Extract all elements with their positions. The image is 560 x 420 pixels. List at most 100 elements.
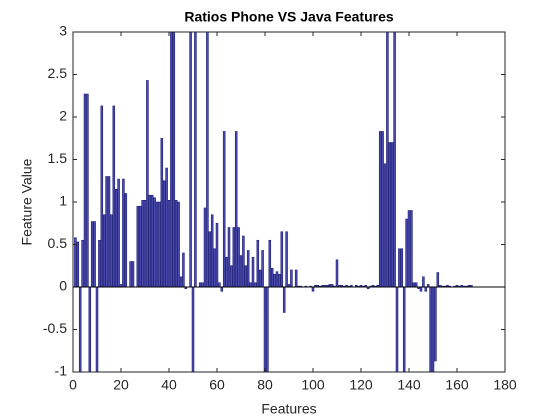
bar: [114, 188, 118, 288]
bar: [246, 250, 250, 288]
bar: [436, 272, 440, 288]
bar: [390, 142, 394, 288]
bar: [407, 210, 411, 288]
bar: [206, 32, 209, 288]
bar: [261, 250, 264, 288]
bar: [383, 163, 387, 288]
bar: [419, 286, 423, 292]
bar: [150, 194, 154, 288]
bar: [153, 197, 156, 288]
bar: [388, 142, 392, 288]
bar: [410, 210, 413, 288]
bar: [218, 282, 221, 288]
bar: [138, 205, 142, 288]
bar: [93, 221, 96, 288]
bar: [213, 248, 216, 288]
bar: [129, 261, 132, 288]
bar: [227, 227, 231, 288]
bar: [381, 131, 384, 288]
bar: [131, 261, 135, 288]
bar: [170, 32, 173, 288]
bar: [194, 32, 197, 288]
y-tick-label: 3: [59, 23, 67, 39]
bar: [98, 239, 101, 288]
bar: [90, 221, 94, 288]
bar: [83, 93, 87, 288]
bar: [160, 137, 164, 288]
bar: [424, 286, 428, 292]
bar: [237, 227, 240, 288]
bar: [136, 205, 140, 288]
bar: [273, 273, 276, 288]
bar: [282, 286, 286, 313]
bar: [182, 252, 185, 288]
plot-area: [73, 32, 505, 372]
bar: [335, 259, 339, 288]
bar: [230, 265, 233, 288]
bar: [112, 105, 116, 288]
x-tick-label: 40: [161, 377, 177, 393]
x-tick-label: 20: [113, 377, 129, 393]
bar: [270, 267, 274, 288]
bar: [400, 248, 404, 288]
bar: [158, 201, 161, 288]
bar: [232, 227, 236, 288]
bar: [146, 80, 149, 288]
bar: [254, 282, 257, 288]
bar: [81, 239, 84, 288]
bar: [386, 32, 389, 288]
bar: [107, 176, 111, 288]
y-tick-label: -1: [55, 363, 68, 379]
y-tick-label: 2.5: [48, 65, 68, 81]
bar: [174, 200, 178, 288]
x-tick-label: 100: [301, 377, 325, 393]
bar: [110, 214, 113, 288]
bar: [290, 269, 293, 288]
bar: [422, 276, 425, 288]
bar: [275, 271, 279, 288]
bar: [225, 256, 228, 288]
bar: [148, 194, 152, 288]
bar: [434, 286, 437, 362]
bar: [280, 231, 284, 288]
bar: [141, 200, 144, 288]
bar: [268, 239, 272, 288]
x-tick-label: 120: [349, 377, 373, 393]
x-axis-label: Features: [261, 401, 316, 417]
bar: [179, 276, 183, 288]
bar: [239, 255, 243, 288]
y-tick-label: 0: [59, 278, 67, 294]
bar: [256, 239, 260, 288]
bar: [208, 231, 212, 288]
bar: [105, 176, 108, 288]
bar: [74, 237, 77, 288]
bar: [398, 248, 401, 288]
bar: [222, 131, 226, 288]
bar: [201, 282, 204, 288]
x-tick-label: 80: [257, 377, 273, 393]
bar: [198, 282, 202, 288]
bar: [294, 269, 298, 288]
bar: [242, 235, 245, 288]
bar: [172, 32, 176, 288]
bar: [210, 214, 214, 288]
bar: [215, 222, 219, 288]
bar: [234, 131, 238, 288]
bar: [124, 193, 128, 288]
bar: [122, 178, 125, 288]
bar: [393, 32, 396, 288]
bar: [285, 231, 288, 288]
bar: [76, 241, 80, 288]
bar: [102, 214, 106, 288]
bar: [203, 207, 207, 288]
bar: [189, 32, 192, 288]
x-tick-label: 160: [445, 377, 469, 393]
bar: [414, 282, 418, 288]
y-axis-label: Feature Value: [19, 158, 35, 245]
bar: [167, 200, 171, 288]
y-tick-label: 1.5: [48, 150, 68, 166]
bar: [244, 265, 248, 288]
bar: [86, 93, 89, 288]
